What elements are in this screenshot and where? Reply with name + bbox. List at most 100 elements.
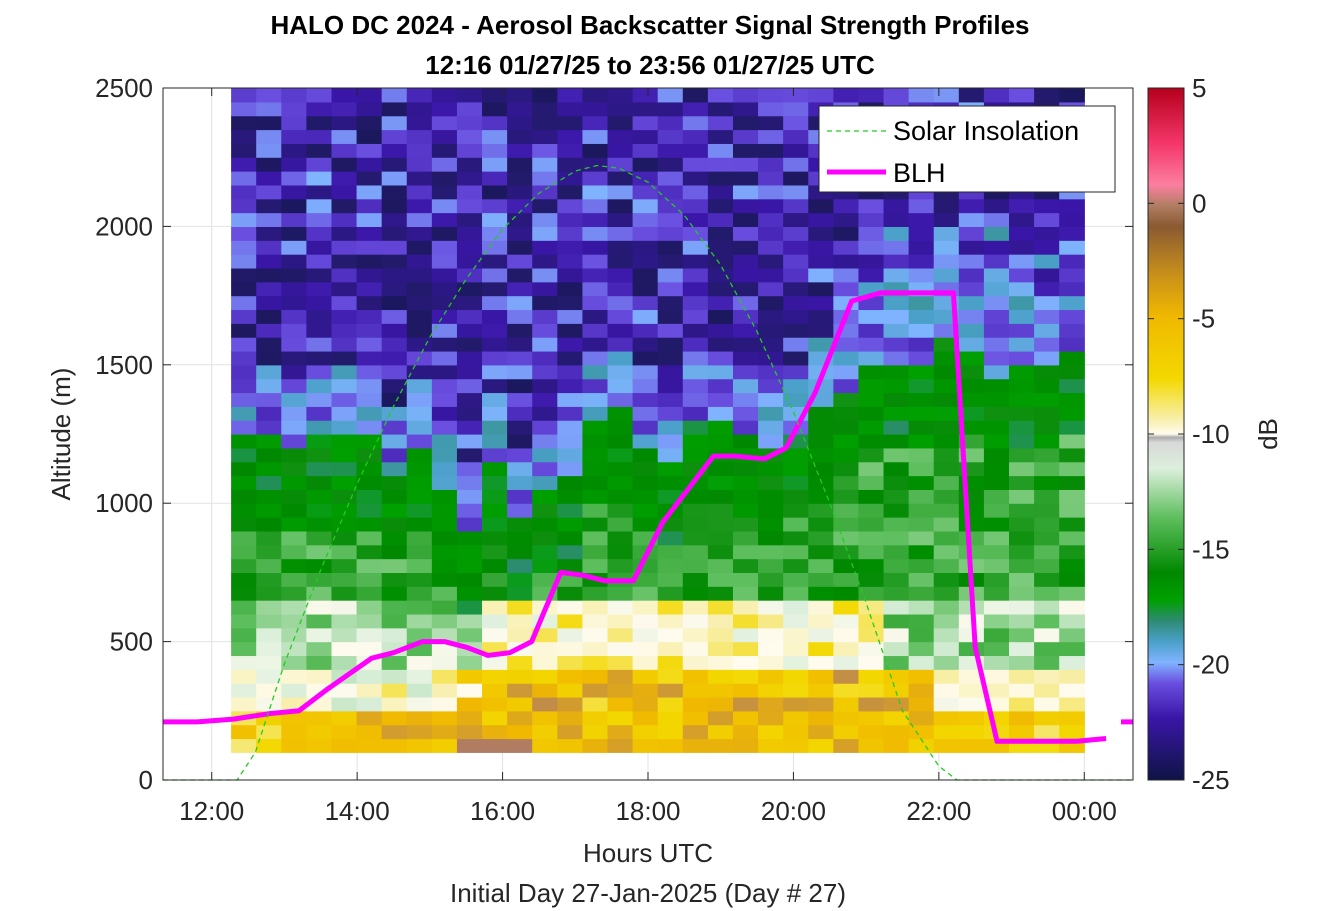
heatmap-cell	[281, 530, 307, 546]
heatmap-cell	[607, 143, 634, 158]
heatmap-cell	[306, 115, 333, 131]
heatmap-cell	[582, 434, 609, 449]
heatmap-cell	[1059, 696, 1085, 712]
heatmap-cell	[582, 503, 609, 518]
heatmap-cell	[933, 406, 960, 421]
heatmap-cell	[908, 558, 935, 573]
heatmap-cell	[532, 655, 558, 670]
heatmap-cell	[707, 530, 734, 546]
heatmap-cell	[983, 475, 1010, 490]
heatmap-cell	[657, 184, 684, 200]
heatmap-cell	[1034, 226, 1060, 241]
heatmap-cell	[758, 406, 784, 421]
heatmap-cell	[507, 489, 533, 504]
heatmap-cell	[406, 378, 433, 394]
heatmap-cell	[858, 267, 885, 283]
x-tick-label: 18:00	[615, 796, 680, 826]
heatmap-cell	[456, 489, 483, 504]
heatmap-cell	[908, 710, 935, 726]
heatmap-cell	[732, 544, 759, 560]
heatmap-cell	[632, 323, 659, 338]
heatmap-cell	[256, 184, 282, 200]
heatmap-cell	[758, 434, 784, 449]
heatmap-cell	[657, 558, 684, 573]
heatmap-cell	[858, 627, 885, 643]
heatmap-cell	[582, 461, 609, 477]
heatmap-cell	[732, 572, 759, 587]
heatmap-cell	[707, 392, 734, 407]
heatmap-cell	[281, 710, 307, 726]
heatmap-cell	[256, 337, 282, 352]
heatmap-cell	[833, 281, 860, 297]
heatmap-cell	[331, 738, 358, 753]
heatmap-cell	[582, 558, 609, 573]
heatmap-cell	[356, 281, 383, 297]
heatmap-cell	[431, 157, 458, 172]
heatmap-cell	[356, 240, 383, 255]
heatmap-cell	[958, 517, 985, 532]
heatmap-cell	[908, 572, 935, 587]
heatmap-cell	[1034, 696, 1060, 712]
heatmap-cell	[231, 696, 257, 712]
heatmap-cell	[482, 489, 508, 504]
heatmap-cell	[281, 323, 307, 338]
heatmap-cell	[507, 101, 533, 117]
heatmap-cell	[858, 738, 885, 753]
heatmap-cell	[833, 240, 860, 255]
heatmap-cell	[482, 129, 508, 144]
heatmap-cell	[657, 724, 684, 740]
heatmap-cell	[532, 364, 558, 380]
heatmap-cell	[557, 254, 584, 269]
heatmap-cell	[557, 475, 584, 490]
heatmap-cell	[482, 586, 508, 601]
heatmap-cell	[883, 517, 910, 532]
backscatter-heatmap	[231, 88, 1085, 753]
heatmap-cell	[858, 447, 885, 463]
heatmap-cell	[607, 530, 634, 546]
heatmap-cell	[1059, 392, 1085, 407]
heatmap-cell	[933, 683, 960, 698]
heatmap-cell	[958, 350, 985, 366]
heatmap-cell	[732, 434, 759, 449]
heatmap-cell	[1034, 655, 1060, 670]
heatmap-cell	[808, 226, 834, 241]
heatmap-cell	[482, 517, 508, 532]
heatmap-cell	[456, 530, 483, 546]
heatmap-cell	[456, 738, 483, 753]
heatmap-cell	[682, 503, 709, 518]
heatmap-cell	[532, 696, 558, 712]
heatmap-cell	[431, 267, 458, 283]
heatmap-cell	[833, 254, 860, 269]
heatmap-cell	[456, 254, 483, 269]
heatmap-cell	[707, 600, 734, 615]
heatmap-cell	[758, 641, 784, 657]
heatmap-cell	[908, 669, 935, 684]
heatmap-cell	[858, 696, 885, 712]
heatmap-cell	[833, 406, 860, 421]
heatmap-cell	[381, 364, 408, 380]
heatmap-cell	[632, 586, 659, 601]
heatmap-cell	[582, 143, 609, 158]
heatmap-cell	[958, 683, 985, 698]
heatmap-cell	[732, 586, 759, 601]
heatmap-cell	[983, 406, 1010, 421]
heatmap-cell	[456, 447, 483, 463]
heatmap-cell	[783, 392, 809, 407]
heatmap-cell	[482, 378, 508, 394]
heatmap-cell	[456, 281, 483, 297]
heatmap-cell	[306, 309, 333, 324]
heatmap-cell	[758, 88, 784, 103]
heatmap-cell	[657, 254, 684, 269]
heatmap-cell	[883, 309, 910, 324]
heatmap-cell	[783, 281, 809, 297]
heatmap-cell	[983, 558, 1010, 573]
heatmap-cell	[883, 683, 910, 698]
heatmap-cell	[231, 350, 257, 366]
heatmap-cell	[632, 447, 659, 463]
heatmap-cell	[456, 710, 483, 726]
heatmap-cell	[281, 101, 307, 117]
heatmap-cell	[758, 461, 784, 477]
heatmap-cell	[883, 600, 910, 615]
heatmap-cell	[1009, 88, 1035, 103]
heatmap-cell	[983, 240, 1010, 255]
